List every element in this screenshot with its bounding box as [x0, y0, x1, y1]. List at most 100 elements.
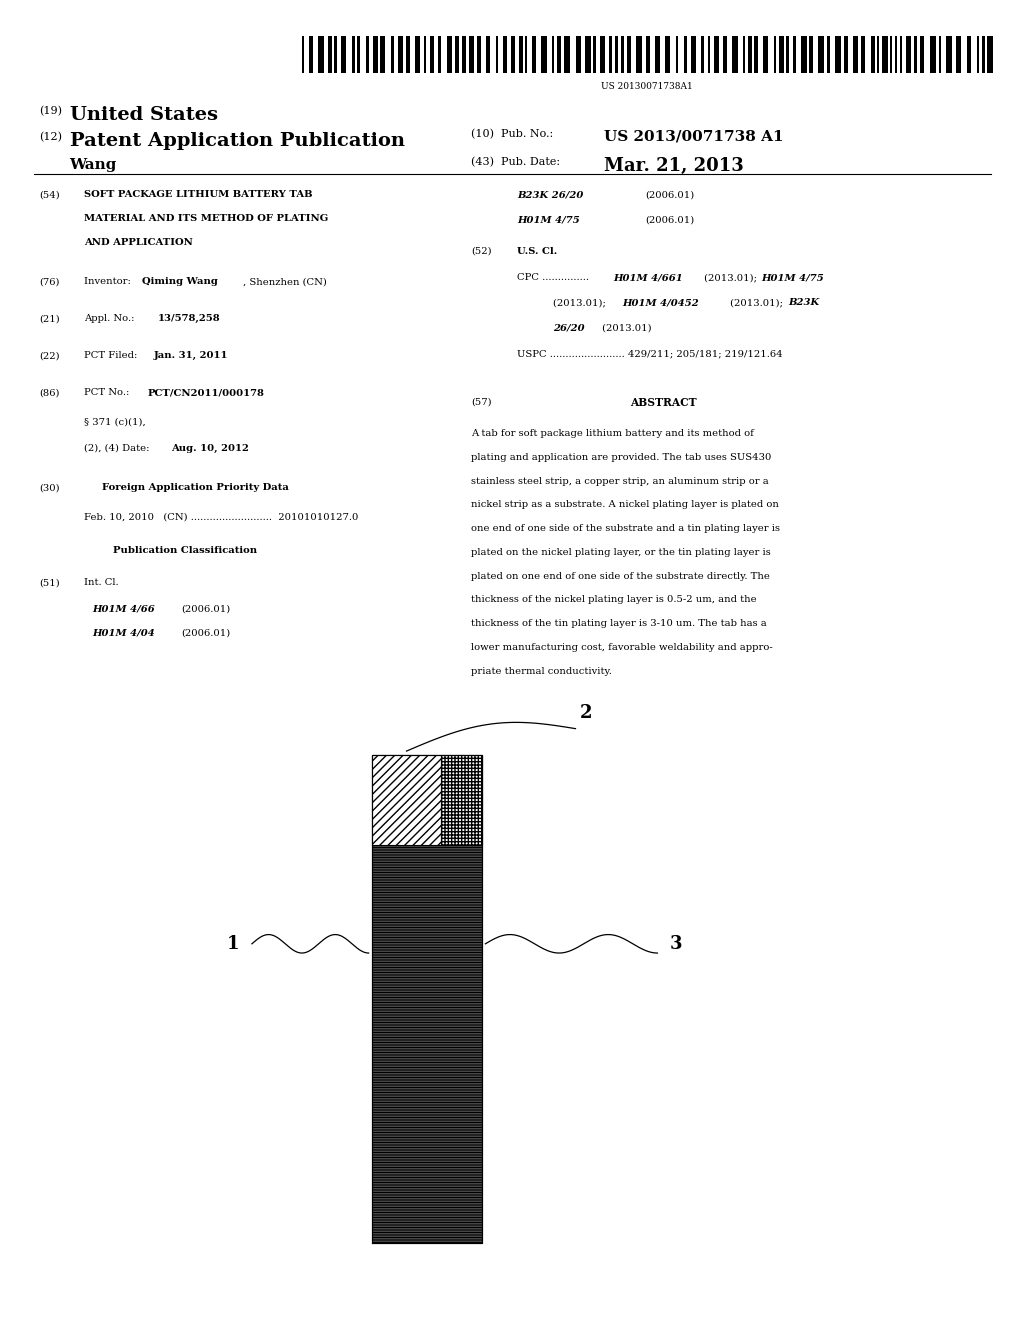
- Text: B23K: B23K: [788, 298, 820, 308]
- Text: (86): (86): [39, 388, 59, 397]
- Text: (22): (22): [39, 351, 59, 360]
- Text: PCT Filed:: PCT Filed:: [84, 351, 137, 360]
- Bar: [930, 36, 936, 73]
- Bar: [749, 36, 752, 73]
- Bar: [531, 36, 536, 73]
- Text: plated on the nickel plating layer, or the tin plating layer is: plated on the nickel plating layer, or t…: [471, 548, 771, 557]
- Bar: [503, 36, 507, 73]
- Text: SOFT PACKAGE LITHIUM BATTERY TAB: SOFT PACKAGE LITHIUM BATTERY TAB: [84, 190, 312, 199]
- Text: H01M 4/0452: H01M 4/0452: [623, 298, 699, 308]
- Text: ABSTRACT: ABSTRACT: [630, 397, 696, 408]
- Bar: [818, 36, 824, 73]
- Bar: [946, 36, 952, 73]
- Bar: [462, 36, 466, 73]
- Text: 26/20: 26/20: [553, 323, 585, 333]
- Bar: [469, 36, 474, 73]
- Bar: [600, 36, 605, 73]
- Text: H01M 4/04: H01M 4/04: [92, 628, 155, 638]
- Bar: [774, 36, 776, 73]
- Bar: [732, 36, 737, 73]
- Bar: [914, 36, 916, 73]
- Bar: [895, 36, 897, 73]
- Bar: [372, 755, 482, 1243]
- Bar: [809, 36, 813, 73]
- Text: (30): (30): [39, 483, 59, 492]
- Bar: [714, 36, 719, 73]
- Bar: [701, 36, 703, 73]
- Text: , Shenzhen (CN): , Shenzhen (CN): [243, 277, 327, 286]
- Bar: [441, 755, 482, 845]
- Bar: [309, 36, 313, 73]
- Bar: [742, 36, 744, 73]
- Bar: [646, 36, 649, 73]
- Bar: [844, 36, 848, 73]
- Bar: [496, 36, 499, 73]
- Bar: [870, 36, 874, 73]
- Bar: [900, 36, 901, 73]
- Bar: [357, 36, 360, 73]
- Bar: [982, 36, 985, 73]
- Bar: [636, 36, 642, 73]
- Bar: [628, 36, 631, 73]
- Bar: [437, 36, 441, 73]
- Text: PCT No.:: PCT No.:: [84, 388, 129, 397]
- Text: (10)  Pub. No.:: (10) Pub. No.:: [471, 129, 553, 140]
- Text: (52): (52): [471, 247, 492, 256]
- Text: Publication Classification: Publication Classification: [113, 546, 257, 556]
- Bar: [622, 36, 624, 73]
- Text: (2006.01): (2006.01): [181, 605, 230, 614]
- Bar: [786, 36, 790, 73]
- Bar: [754, 36, 758, 73]
- Bar: [676, 36, 678, 73]
- Text: nickel strip as a substrate. A nickel plating layer is plated on: nickel strip as a substrate. A nickel pl…: [471, 500, 779, 510]
- Bar: [956, 36, 962, 73]
- Bar: [860, 36, 865, 73]
- Bar: [586, 36, 591, 73]
- Text: 1: 1: [227, 935, 240, 953]
- Bar: [341, 36, 346, 73]
- Bar: [329, 36, 333, 73]
- Text: Aug. 10, 2012: Aug. 10, 2012: [171, 444, 249, 453]
- Bar: [905, 36, 910, 73]
- Bar: [890, 36, 892, 73]
- Text: 3: 3: [670, 935, 682, 953]
- Text: H01M 4/75: H01M 4/75: [761, 273, 823, 282]
- Text: (2006.01): (2006.01): [645, 215, 694, 224]
- Bar: [709, 36, 711, 73]
- Bar: [836, 36, 841, 73]
- Text: B23K 26/20: B23K 26/20: [517, 190, 584, 199]
- Text: stainless steel strip, a copper strip, an aluminum strip or a: stainless steel strip, a copper strip, a…: [471, 477, 769, 486]
- Bar: [430, 36, 434, 73]
- Text: (2013.01);: (2013.01);: [701, 273, 761, 282]
- Bar: [920, 36, 925, 73]
- Bar: [977, 36, 979, 73]
- Text: US 2013/0071738 A1: US 2013/0071738 A1: [604, 129, 783, 144]
- Bar: [794, 36, 796, 73]
- Bar: [373, 36, 379, 73]
- Bar: [372, 755, 441, 845]
- Bar: [391, 36, 393, 73]
- Text: US 20130071738A1: US 20130071738A1: [601, 82, 693, 91]
- Bar: [424, 36, 426, 73]
- Bar: [827, 36, 829, 73]
- Bar: [564, 36, 570, 73]
- Text: lower manufacturing cost, favorable weldability and appro-: lower manufacturing cost, favorable weld…: [471, 643, 773, 652]
- Text: (51): (51): [39, 578, 59, 587]
- Text: 2: 2: [580, 704, 592, 722]
- Bar: [557, 36, 561, 73]
- Bar: [397, 36, 403, 73]
- Bar: [446, 36, 452, 73]
- Text: Mar. 21, 2013: Mar. 21, 2013: [604, 157, 743, 176]
- Bar: [541, 36, 547, 73]
- Text: (54): (54): [39, 190, 59, 199]
- Text: A tab for soft package lithium battery and its method of: A tab for soft package lithium battery a…: [471, 429, 754, 438]
- Text: one end of one side of the substrate and a tin plating layer is: one end of one side of the substrate and…: [471, 524, 780, 533]
- Bar: [552, 36, 554, 73]
- Text: MATERIAL AND ITS METHOD OF PLATING: MATERIAL AND ITS METHOD OF PLATING: [84, 214, 329, 223]
- Bar: [486, 36, 489, 73]
- Text: priate thermal conductivity.: priate thermal conductivity.: [471, 667, 612, 676]
- Text: (21): (21): [39, 314, 59, 323]
- Bar: [666, 36, 671, 73]
- Text: (76): (76): [39, 277, 59, 286]
- Text: (12): (12): [39, 132, 61, 143]
